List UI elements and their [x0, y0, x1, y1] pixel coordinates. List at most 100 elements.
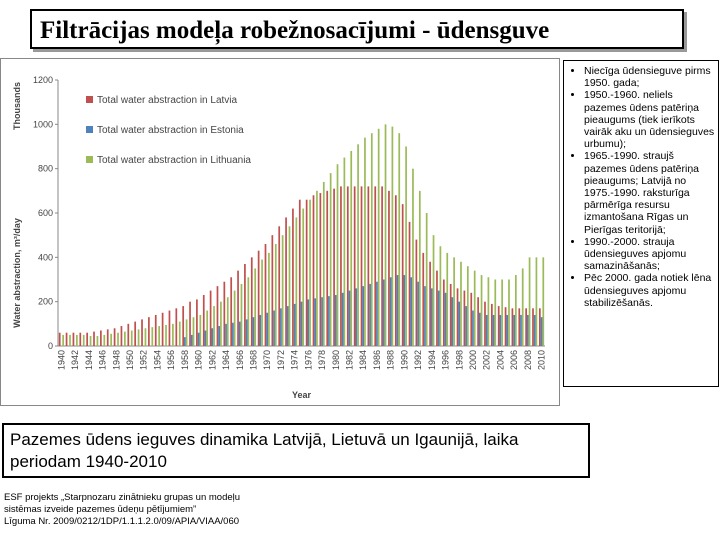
bar: [432, 235, 435, 346]
x-tick-label: 1998: [454, 350, 464, 370]
bar: [376, 281, 378, 346]
bar: [477, 297, 479, 346]
x-tick-label: 1970: [262, 350, 272, 370]
bar: [364, 137, 366, 346]
bar: [341, 292, 344, 346]
bar: [506, 314, 509, 346]
bar: [350, 150, 353, 346]
bar: [266, 312, 269, 346]
bullet-box: Niecīga ūdensieguve pirms 1950. gada;195…: [563, 60, 719, 387]
bar: [240, 283, 243, 346]
bar: [513, 314, 515, 346]
bar: [247, 277, 250, 346]
x-tick-label: 1948: [111, 350, 121, 370]
bar: [218, 326, 221, 346]
bar: [264, 244, 267, 346]
footer-line: sistēmas izveide pazemes ūdeņu pētījumie…: [4, 504, 197, 515]
bar: [340, 186, 342, 346]
x-tick-label: 1992: [413, 350, 423, 370]
bar: [300, 301, 303, 346]
bar: [398, 133, 401, 346]
bar: [250, 257, 253, 346]
bar: [504, 307, 507, 346]
bar: [144, 328, 147, 346]
bar: [117, 332, 119, 346]
bar: [453, 257, 455, 346]
bar: [175, 308, 178, 346]
bar: [237, 270, 239, 346]
bar: [199, 314, 202, 346]
bar: [309, 199, 311, 346]
bar: [274, 244, 277, 346]
bar: [268, 252, 270, 346]
caption: Pazemes ūdens ieguves dinamika Latvijā, …: [2, 423, 590, 478]
bar: [408, 221, 411, 346]
bar: [86, 332, 89, 346]
x-tick-label: 1960: [194, 350, 204, 370]
bar: [521, 268, 524, 346]
bullet: Pēc 2000. gada notiek lēna ūdensieguves …: [584, 272, 715, 309]
footer: ESF projekts „Starpnozaru zinātnieku gru…: [4, 492, 240, 528]
y-tick-label: 1200: [33, 75, 53, 85]
bar: [370, 133, 373, 346]
bar: [336, 164, 339, 346]
bar: [202, 295, 205, 346]
x-tick-label: 1978: [317, 350, 327, 370]
bar: [360, 186, 363, 346]
bar: [465, 306, 467, 346]
bar: [134, 321, 137, 346]
bar: [103, 334, 106, 346]
bar: [168, 310, 171, 346]
y-tick-label: 800: [38, 164, 53, 174]
bar: [312, 195, 315, 346]
bar: [76, 334, 78, 346]
bar: [197, 332, 200, 346]
bar: [93, 331, 95, 346]
bar: [412, 168, 414, 346]
legend-swatch: [86, 96, 93, 103]
bar: [79, 332, 82, 346]
x-axis-label: Year: [292, 390, 312, 400]
bar: [538, 308, 541, 346]
y-tick-label: 1000: [33, 119, 53, 129]
bar: [295, 217, 298, 346]
bar: [223, 281, 226, 346]
bar: [96, 336, 99, 346]
x-tick-label: 2008: [523, 350, 533, 370]
footer-line: Līguma Nr. 2009/0212/1DP/1.1.1.2.0/09/AP…: [4, 516, 240, 527]
x-tick-label: 2010: [537, 350, 547, 370]
bar: [89, 336, 92, 346]
bar: [261, 259, 263, 346]
bar: [367, 186, 370, 346]
bullet: 1950.-1960. neliels pazemes ūdens patēri…: [584, 89, 715, 150]
bar: [204, 330, 207, 346]
legend-label: Total water abstraction in Lithuania: [97, 155, 251, 166]
bar: [485, 314, 488, 346]
bar: [288, 226, 291, 346]
bar: [127, 323, 130, 346]
chart: 0 200 400 600 800 1000 1200 1940 1942 1944 1946 194…: [0, 58, 560, 406]
bar: [442, 279, 445, 346]
bar: [377, 128, 380, 346]
bullet: Niecīga ūdensieguve pirms 1950. gada;: [584, 65, 715, 89]
x-tick-label: 1964: [221, 350, 231, 370]
bar: [302, 208, 305, 346]
bar: [542, 257, 545, 346]
x-tick-label: 1986: [372, 350, 382, 370]
bar: [244, 263, 246, 346]
bar: [528, 257, 531, 346]
bar: [480, 275, 483, 346]
bar: [415, 239, 418, 346]
bar: [410, 277, 413, 346]
bar: [314, 298, 317, 346]
bar: [382, 279, 385, 346]
x-tick-label: 1996: [441, 350, 451, 370]
x-tick-label: 2006: [509, 350, 519, 370]
bar: [69, 334, 71, 346]
bar: [178, 321, 181, 346]
bar: [430, 288, 433, 346]
bar: [490, 303, 493, 346]
y-tick-label: 200: [38, 297, 53, 307]
x-tick-label: 1946: [98, 350, 108, 370]
bar: [120, 326, 123, 346]
